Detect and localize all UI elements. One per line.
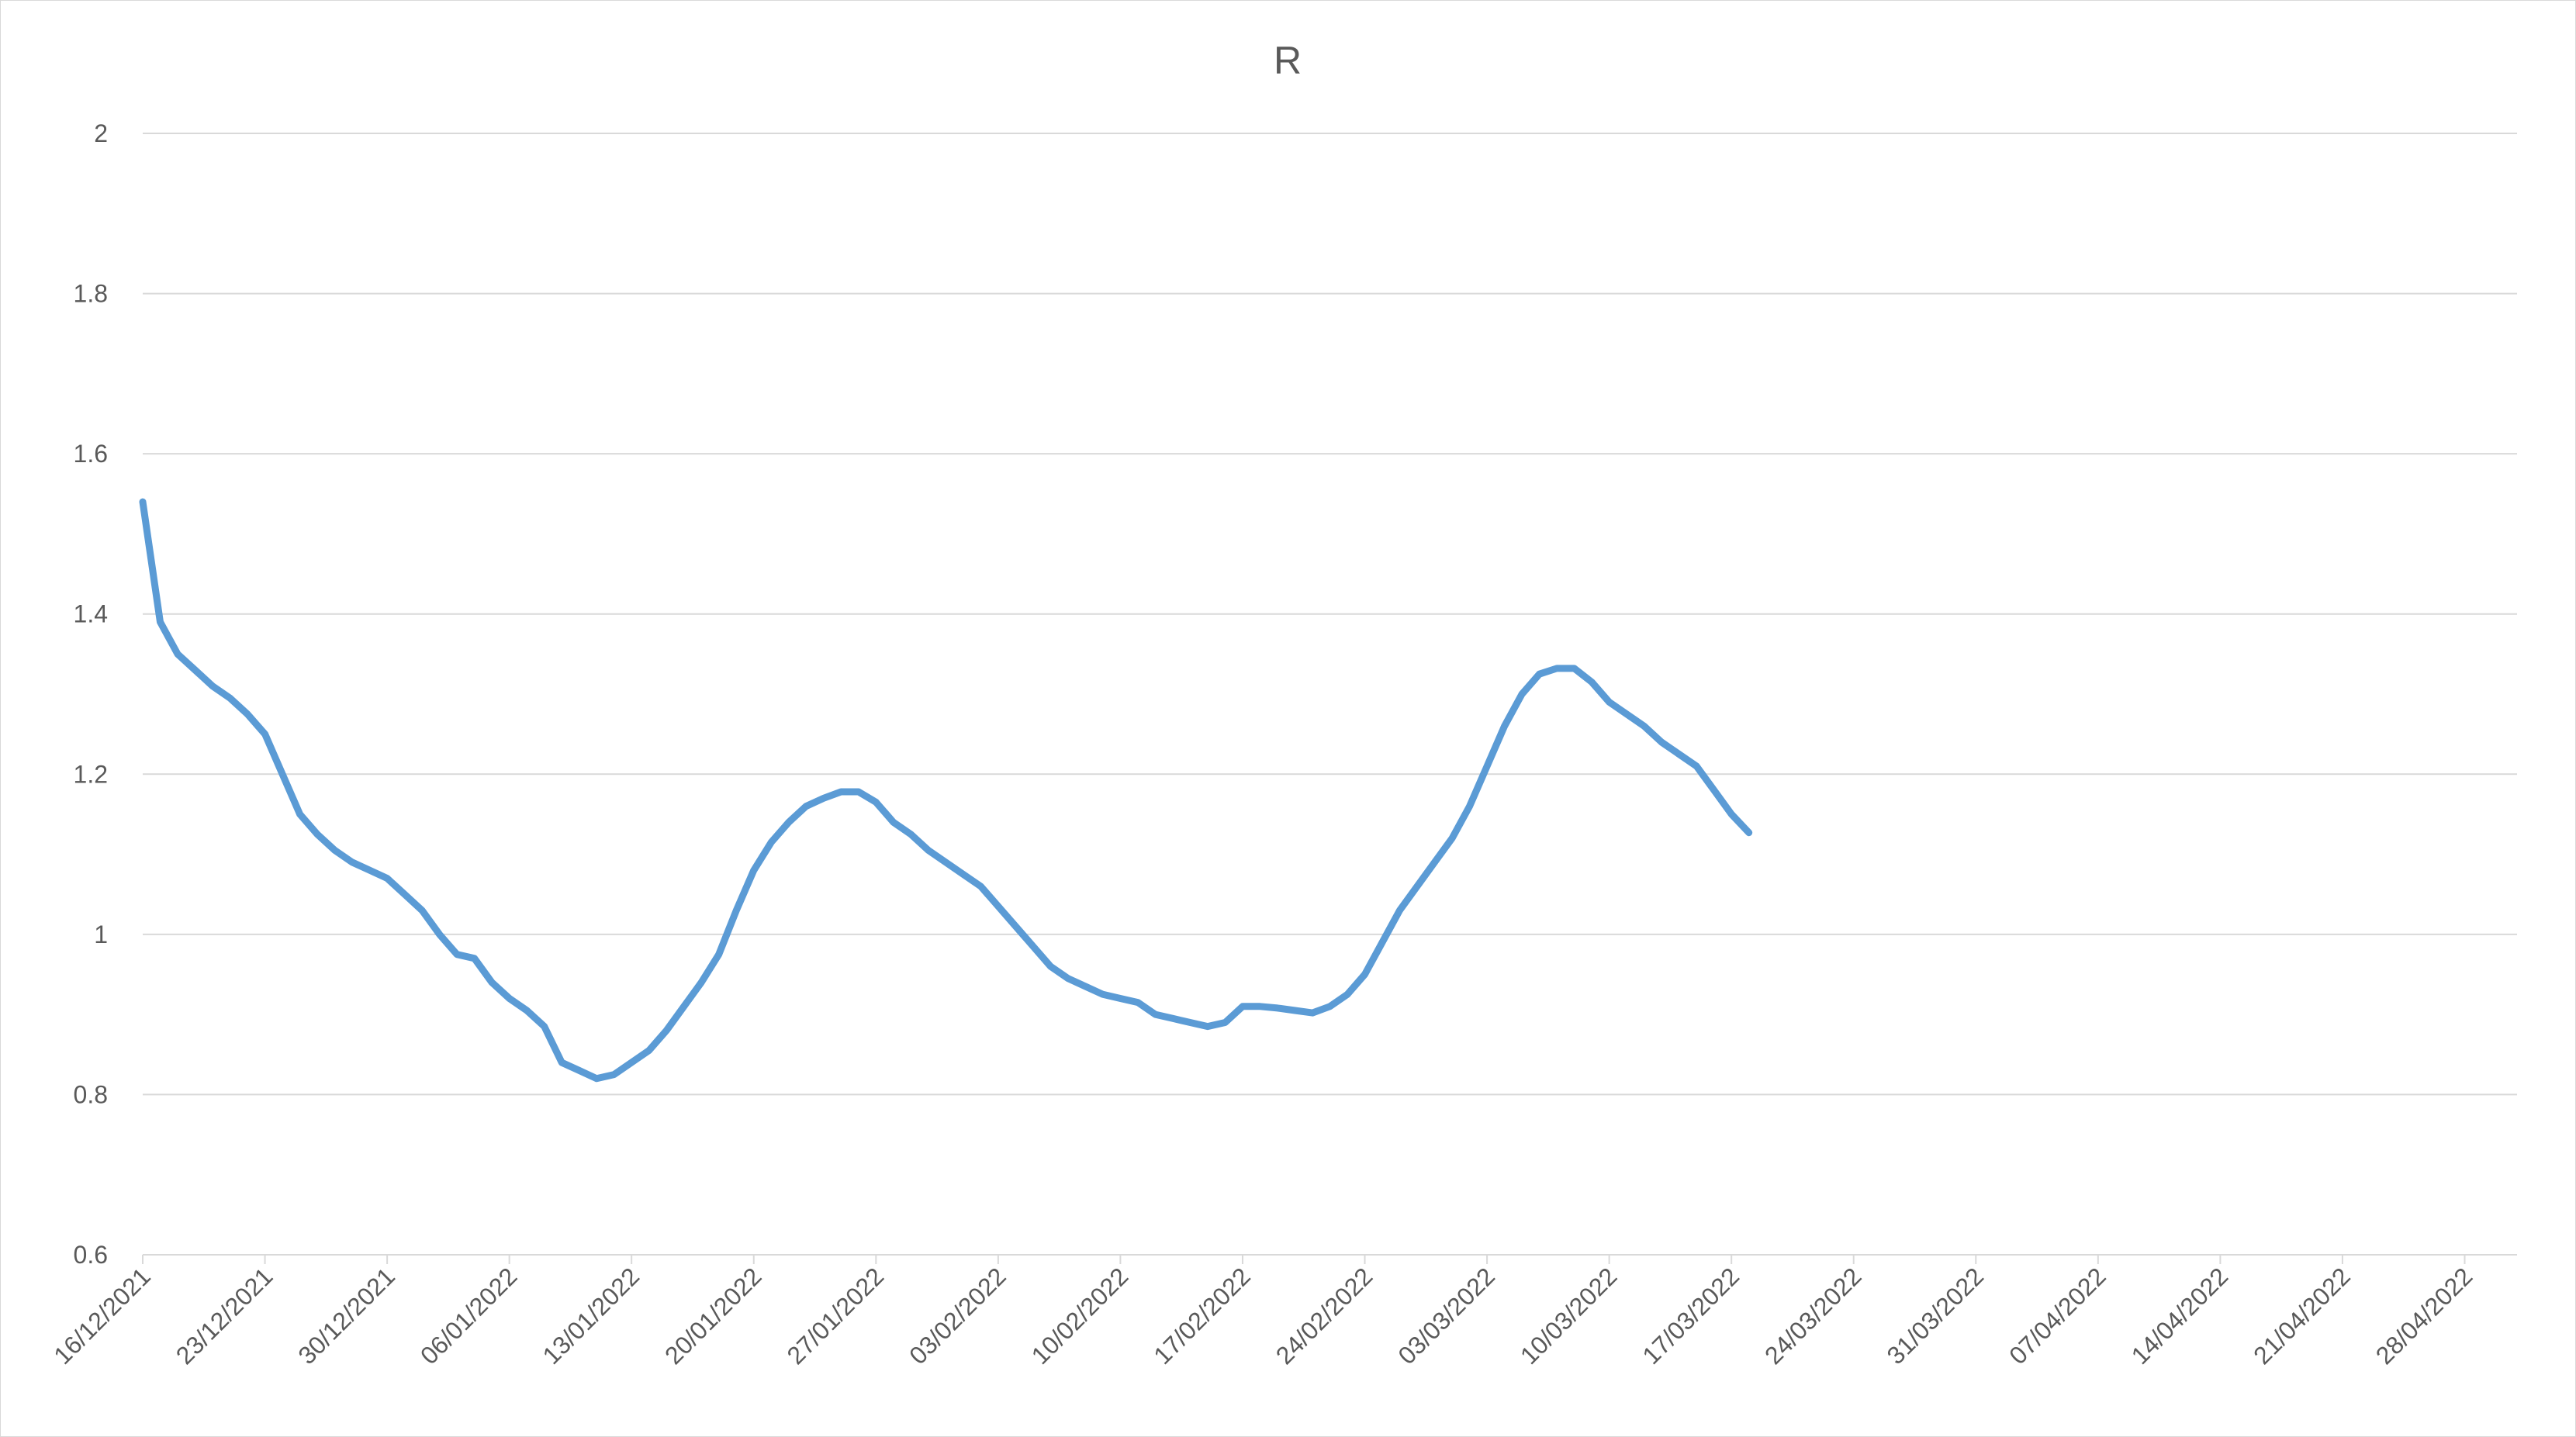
- x-tick-label: 28/04/2022: [2370, 1262, 2478, 1370]
- x-tick-label: 23/12/2021: [171, 1262, 278, 1370]
- x-tick-label: 17/03/2022: [1637, 1262, 1744, 1370]
- x-tick-label: 16/12/2021: [48, 1262, 156, 1370]
- x-tick-label: 07/04/2022: [2004, 1262, 2111, 1370]
- x-tick-label: 24/03/2022: [1759, 1262, 1867, 1370]
- gridlines: [143, 133, 2517, 1256]
- x-axis: 16/12/2021 23/12/2021 30/12/2021 06/01/2022…: [48, 1254, 2517, 1370]
- x-tick-label: 06/01/2022: [415, 1262, 523, 1370]
- x-tick-label: 03/03/2022: [1392, 1262, 1500, 1370]
- y-tick-label: 1.4: [74, 600, 108, 628]
- series-line-r: [139, 498, 1753, 1083]
- y-tick-label: 2: [94, 119, 108, 147]
- x-tick-label: 13/01/2022: [537, 1262, 645, 1370]
- x-tick-label: 24/02/2022: [1271, 1262, 1378, 1370]
- y-tick-label: 0.6: [74, 1241, 108, 1269]
- x-tick-label: 17/02/2022: [1148, 1262, 1256, 1370]
- x-tick-label: 03/02/2022: [904, 1262, 1011, 1370]
- y-tick-label: 0.8: [74, 1080, 108, 1108]
- x-tick-label: 21/04/2022: [2248, 1262, 2356, 1370]
- x-tick-label: 20/01/2022: [659, 1262, 767, 1370]
- x-tick-label: 31/03/2022: [1882, 1262, 1990, 1370]
- chart-title: R: [1274, 39, 1302, 82]
- series: [139, 498, 1753, 1083]
- x-tick-label: 10/02/2022: [1026, 1262, 1134, 1370]
- y-tick-label: 1: [94, 921, 108, 948]
- x-tick-label: 10/03/2022: [1515, 1262, 1623, 1370]
- y-tick-label: 1.8: [74, 280, 108, 308]
- y-tick-label: 1.6: [74, 440, 108, 468]
- x-tick-label: 14/04/2022: [2126, 1262, 2234, 1370]
- y-axis: 0.6 0.8 1 1.2 1.4 1.6 1.8 2: [74, 119, 108, 1269]
- y-tick-label: 1.2: [74, 760, 108, 788]
- x-tick-label: 30/12/2021: [292, 1262, 400, 1370]
- x-tick-label: 27/01/2022: [782, 1262, 890, 1370]
